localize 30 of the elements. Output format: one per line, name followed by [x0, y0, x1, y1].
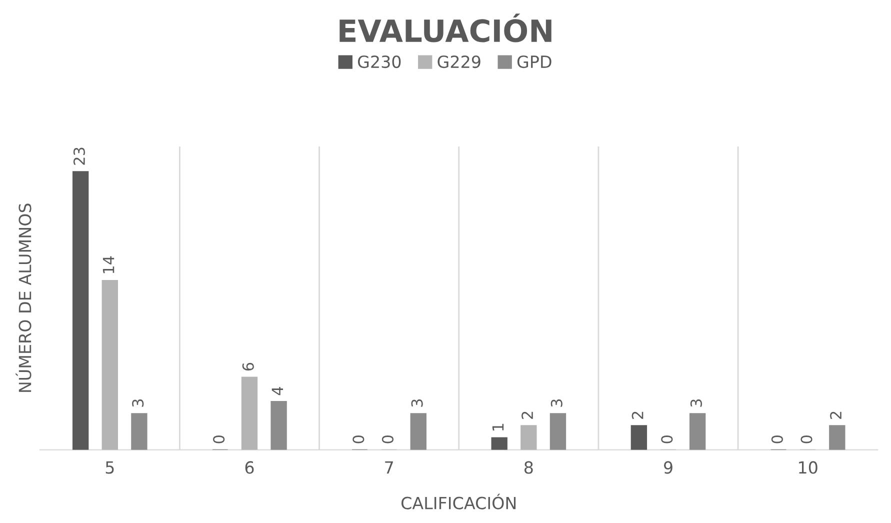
data-label: 3	[550, 399, 562, 407]
data-label: 1	[492, 424, 504, 430]
data-label: 3	[132, 399, 144, 407]
data-label: 0	[213, 436, 225, 444]
data-label: 3	[411, 399, 423, 407]
x-axis-title: CALIFICACIÓN	[401, 494, 516, 510]
data-label: 6	[242, 362, 254, 371]
data-label: 0	[800, 436, 812, 444]
data-label: 0	[382, 436, 394, 444]
x-tick-label: 10	[799, 461, 818, 474]
data-label: 0	[661, 436, 673, 444]
data-label: 0	[352, 436, 364, 444]
data-label: 0	[771, 436, 783, 444]
chart-title: EVALUACIÓN	[340, 14, 552, 42]
data-label: 2	[830, 412, 842, 419]
x-tick-label: 9	[664, 461, 672, 474]
legend-label: GPD	[517, 55, 552, 68]
data-label: 3	[690, 399, 702, 407]
legend-label: G229	[438, 55, 480, 68]
x-tick-label: 5	[106, 461, 114, 474]
x-tick-label: 8	[524, 461, 533, 474]
data-label: 2	[632, 412, 644, 419]
x-tick-label: 7	[385, 461, 393, 474]
legend-label: G230	[358, 55, 401, 68]
data-label: 2	[522, 412, 533, 419]
y-axis-title: NÚMERO DE ALUMNOS	[16, 204, 32, 392]
data-label: 4	[272, 386, 284, 396]
x-tick-label: 6	[245, 461, 254, 474]
data-label: 23	[73, 148, 86, 165]
data-label: 14	[102, 256, 114, 274]
